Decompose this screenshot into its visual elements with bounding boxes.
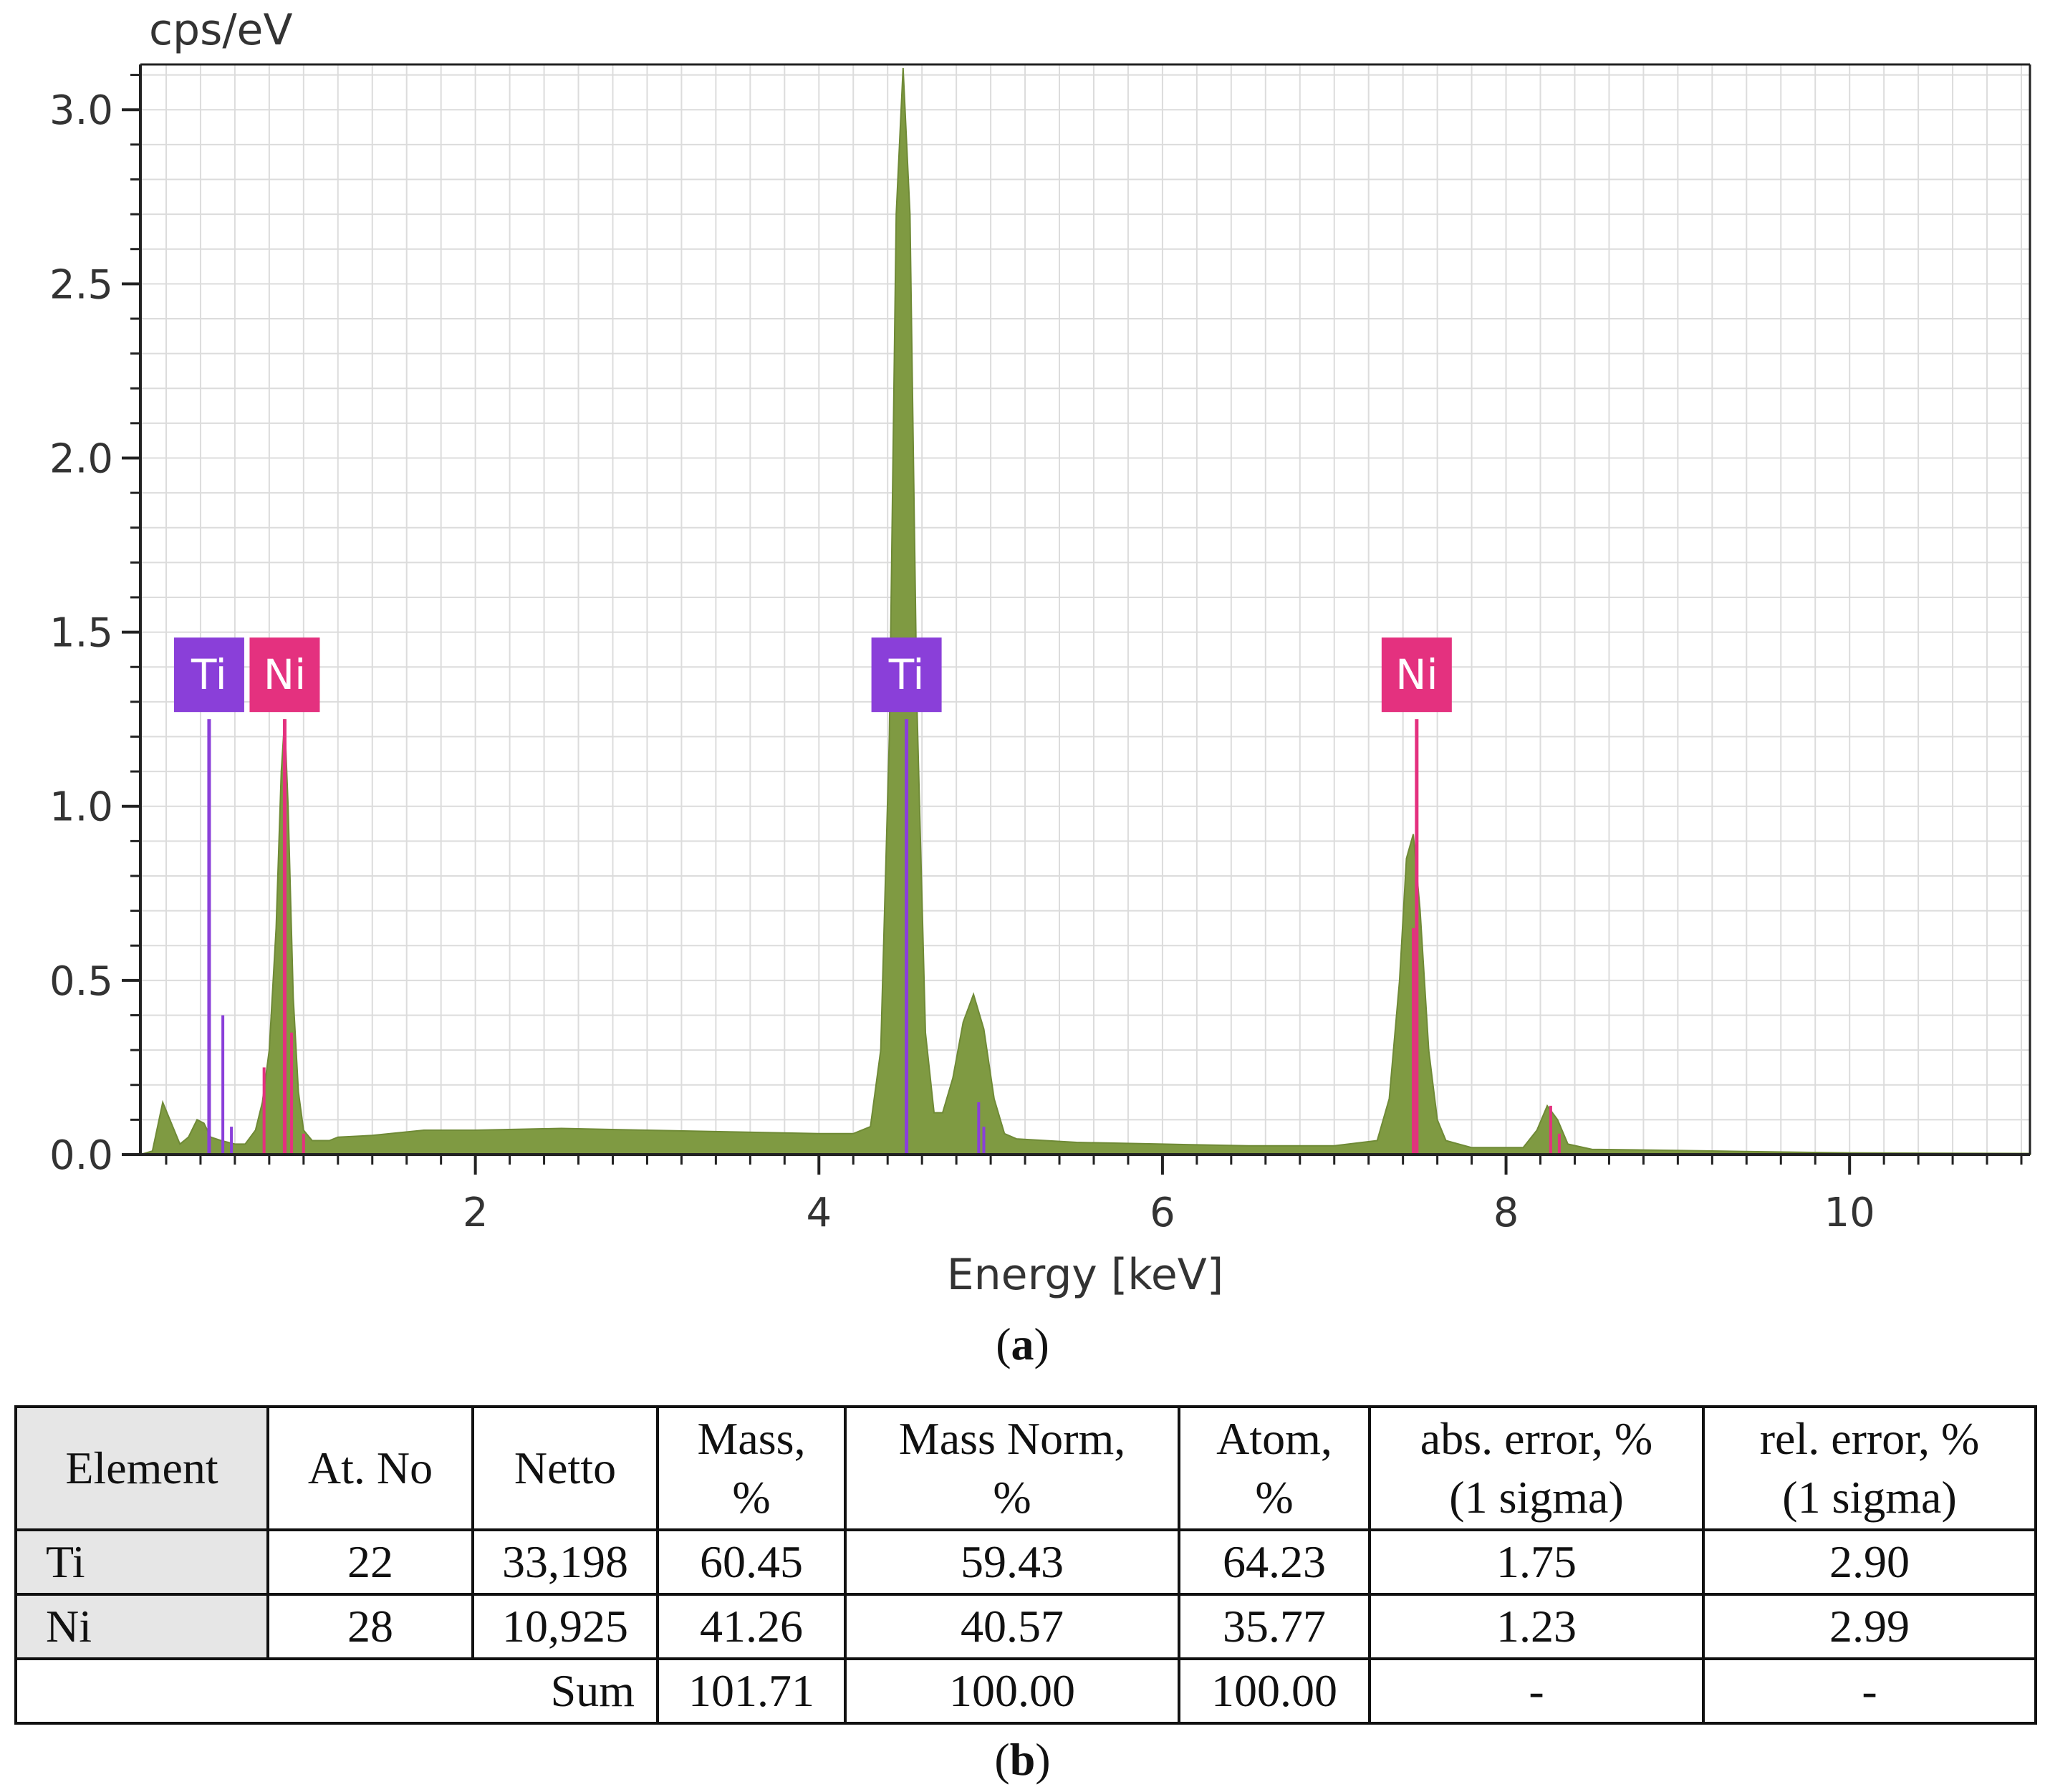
cell-at-no: 22	[266, 1528, 474, 1596]
sum-mass: 101.71	[656, 1657, 847, 1725]
y-axis-unit-label: cps/eV	[149, 5, 293, 55]
y-tick-label: 2.5	[49, 261, 113, 308]
cell-mass: 41.26	[656, 1593, 847, 1660]
element-label-box	[871, 637, 942, 713]
caption-a-open: (	[996, 1319, 1011, 1369]
cell-rel-error: 2.90	[1702, 1528, 2037, 1596]
header-mass-norm: Mass Norm,%	[844, 1405, 1180, 1531]
element-label-text: Ti	[888, 650, 925, 699]
x-tick-label: 6	[1150, 1190, 1175, 1236]
x-tick-label: 8	[1493, 1190, 1519, 1236]
cell-abs-error: 1.75	[1368, 1528, 1705, 1596]
header-abs-error: abs. error, % (1 sigma)	[1368, 1405, 1705, 1531]
cell-rel-error: 2.99	[1702, 1593, 2037, 1660]
cell-mass-norm: 40.57	[844, 1593, 1180, 1660]
spectrum-area	[140, 67, 2031, 1155]
y-tick-label: 1.0	[49, 784, 113, 831]
sum-row: Sum 101.71 100.00 100.00 - -	[14, 1657, 2037, 1725]
element-marker-ni: Ni	[1381, 637, 1561, 1155]
caption-a-letter: a	[1011, 1319, 1034, 1369]
x-tick-label: 10	[1824, 1190, 1875, 1236]
y-tick-label: 1.5	[49, 610, 113, 657]
header-mass: Mass,%	[656, 1405, 847, 1531]
cell-at-no: 28	[266, 1593, 474, 1660]
cell-mass-norm: 59.43	[844, 1528, 1180, 1596]
composition-table-wrap: Element At. No Netto Mass,% Mass Norm,% …	[14, 1405, 2037, 1725]
header-netto: Netto	[471, 1405, 659, 1531]
element-label-text: Ti	[191, 650, 227, 699]
sum-label: Sum	[14, 1657, 659, 1725]
element-label-text: Ni	[1395, 650, 1438, 699]
caption-b: (b)	[0, 1733, 2045, 1786]
y-tick-label: 0.0	[49, 1132, 113, 1179]
header-rel-error: rel. error, % (1 sigma)	[1702, 1405, 2037, 1531]
x-tick-label: 4	[806, 1190, 832, 1236]
header-at-no: At. No	[266, 1405, 474, 1531]
sum-rel-error: -	[1702, 1657, 2037, 1725]
y-tick-label: 2.0	[49, 435, 113, 482]
element-marker-ti: Ti	[871, 637, 986, 1155]
element-label-box	[1381, 637, 1452, 713]
cell-netto: 33,198	[471, 1528, 659, 1596]
cell-mass: 60.45	[656, 1528, 847, 1596]
header-atom: Atom,%	[1178, 1405, 1371, 1531]
element-marker-ni: Ni	[249, 637, 320, 1155]
table-row: Ni 28 10,925 41.26 40.57 35.77 1.23 2.99	[14, 1593, 2037, 1660]
cell-element: Ni	[14, 1593, 269, 1660]
header-element: Element	[14, 1405, 269, 1531]
cell-netto: 10,925	[471, 1593, 659, 1660]
spectrum-series	[140, 67, 2031, 1155]
caption-b-close: )	[1035, 1734, 1051, 1785]
composition-table: Element At. No Netto Mass,% Mass Norm,% …	[14, 1405, 2037, 1725]
element-label-box	[173, 637, 244, 713]
x-tick-label: 2	[463, 1190, 489, 1236]
element-marker-ti: Ti	[173, 637, 244, 1155]
cell-element: Ti	[14, 1528, 269, 1596]
element-label-box	[249, 637, 320, 713]
caption-b-letter: b	[1009, 1734, 1036, 1785]
caption-a-close: )	[1034, 1319, 1049, 1369]
cell-abs-error: 1.23	[1368, 1593, 1705, 1660]
cell-atom: 64.23	[1178, 1528, 1371, 1596]
grid	[140, 64, 2030, 1155]
x-axis-label: Energy [keV]	[947, 1250, 1224, 1300]
caption-a: (a)	[0, 1318, 2045, 1371]
axes: 0.0 0.5 1.0 1.5 2.0 2.5 3.0 2 4 6 8 10	[49, 63, 2031, 1236]
spectrum-svg: Ti Ni Ti Ni 0.0 0.5 1.0 1.5 2.0 2.5 3.0 2 4 6 8 10 cps…	[49, 5, 2031, 1300]
table-row: Ti 22 33,198 60.45 59.43 64.23 1.75 2.90	[14, 1528, 2037, 1596]
caption-b-open: (	[994, 1734, 1010, 1785]
y-tick-label: 3.0	[49, 87, 113, 134]
eds-spectrum-chart: Ti Ni Ti Ni 0.0 0.5 1.0 1.5 2.0 2.5 3.0 2 4 6 8 10 cps…	[49, 5, 2031, 1300]
cell-atom: 35.77	[1178, 1593, 1371, 1660]
sum-mass-norm: 100.00	[844, 1657, 1180, 1725]
y-tick-label: 0.5	[49, 958, 113, 1005]
plot-area	[140, 64, 2030, 1155]
element-markers: Ti Ni Ti Ni	[173, 637, 1561, 1155]
element-label-text: Ni	[264, 650, 307, 699]
sum-atom: 100.00	[1178, 1657, 1371, 1725]
sum-abs-error: -	[1368, 1657, 1705, 1725]
table-header-row: Element At. No Netto Mass,% Mass Norm,% …	[14, 1405, 2037, 1531]
